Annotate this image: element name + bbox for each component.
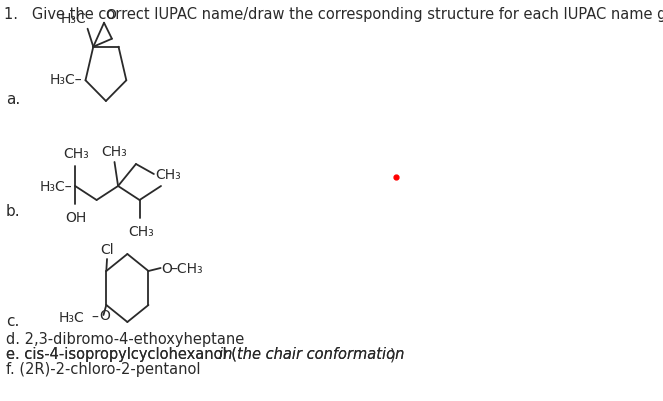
Text: d. 2,3-dibromo-4-ethoxyheptane: d. 2,3-dibromo-4-ethoxyheptane xyxy=(6,332,244,346)
Text: f. (2R)-2-chloro-2-pentanol: f. (2R)-2-chloro-2-pentanol xyxy=(6,362,200,377)
Text: c.: c. xyxy=(6,314,19,329)
Text: Cl: Cl xyxy=(100,242,114,256)
Text: e. cis-4-isopropylcyclohexanol (: e. cis-4-isopropylcyclohexanol ( xyxy=(6,346,237,362)
Text: –: – xyxy=(91,310,98,324)
Text: –CH₃: –CH₃ xyxy=(170,261,202,275)
Text: CH₃: CH₃ xyxy=(128,225,154,239)
Text: CH₃: CH₃ xyxy=(64,147,90,160)
Text: a.: a. xyxy=(6,91,20,106)
Text: b.: b. xyxy=(6,204,21,219)
Text: ): ) xyxy=(391,346,396,362)
Text: CH₃: CH₃ xyxy=(155,168,181,182)
Text: H₃C–: H₃C– xyxy=(40,180,72,194)
Text: H₃C: H₃C xyxy=(59,310,85,324)
Text: OH: OH xyxy=(65,211,86,225)
Text: O: O xyxy=(99,308,110,322)
Text: e. cis-4-isopropylcyclohexanol (: e. cis-4-isopropylcyclohexanol ( xyxy=(6,346,237,362)
Text: O: O xyxy=(161,261,172,275)
Text: CH₃: CH₃ xyxy=(101,145,127,159)
Text: H₃C: H₃C xyxy=(60,12,86,26)
Text: H₃C–: H₃C– xyxy=(50,73,83,87)
Text: in the chair conformation: in the chair conformation xyxy=(219,346,404,362)
Text: in the chair conformation: in the chair conformation xyxy=(219,346,404,362)
Text: 1.   Give the correct IUPAC name/draw the corresponding structure for each IUPAC: 1. Give the correct IUPAC name/draw the … xyxy=(3,7,663,22)
Text: O: O xyxy=(105,8,116,22)
